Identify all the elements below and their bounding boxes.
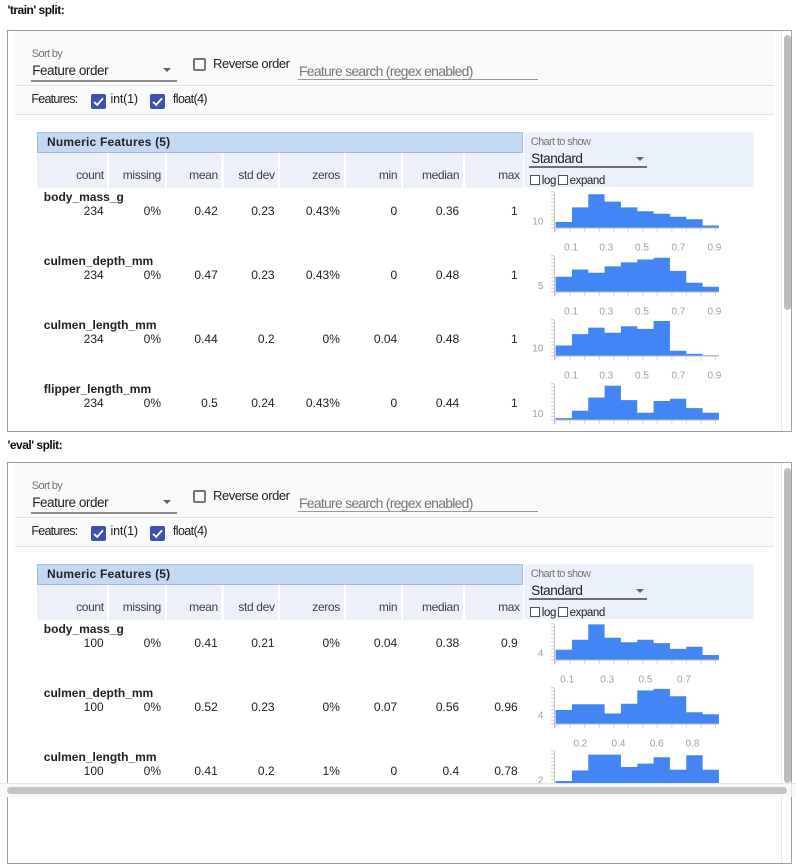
svg-text:0.5: 0.5 (639, 675, 653, 686)
svg-text:0.1: 0.1 (564, 306, 578, 317)
svg-text:0.1: 0.1 (564, 242, 578, 253)
svg-text:0.5: 0.5 (635, 370, 649, 381)
svg-text:0.5: 0.5 (635, 306, 649, 317)
svg-text:0.7: 0.7 (671, 370, 685, 381)
svg-text:0.7: 0.7 (671, 306, 685, 317)
svg-text:4: 4 (538, 710, 544, 721)
svg-text:0.6: 0.6 (650, 738, 664, 749)
svg-text:0.9: 0.9 (707, 370, 721, 381)
svg-text:0.1: 0.1 (560, 675, 574, 686)
svg-text:0.9: 0.9 (707, 306, 721, 317)
svg-text:0.5: 0.5 (635, 242, 649, 253)
svg-text:0.9: 0.9 (707, 242, 721, 253)
svg-text:0.3: 0.3 (599, 242, 613, 253)
svg-text:0.3: 0.3 (599, 306, 613, 317)
svg-text:0.7: 0.7 (671, 242, 685, 253)
svg-text:0.3: 0.3 (599, 370, 613, 381)
svg-text:0.8: 0.8 (686, 738, 700, 749)
svg-text:0.1: 0.1 (564, 370, 578, 381)
svg-text:10: 10 (532, 216, 544, 227)
svg-text:0.7: 0.7 (677, 675, 691, 686)
svg-text:10: 10 (532, 408, 544, 419)
svg-text:4: 4 (538, 649, 544, 660)
svg-text:0.4: 0.4 (612, 738, 626, 749)
svg-text:0.3: 0.3 (600, 675, 614, 686)
svg-text:5: 5 (538, 281, 544, 292)
svg-text:0.2: 0.2 (573, 738, 587, 749)
svg-text:10: 10 (532, 343, 544, 354)
svg-text:2: 2 (538, 776, 544, 787)
